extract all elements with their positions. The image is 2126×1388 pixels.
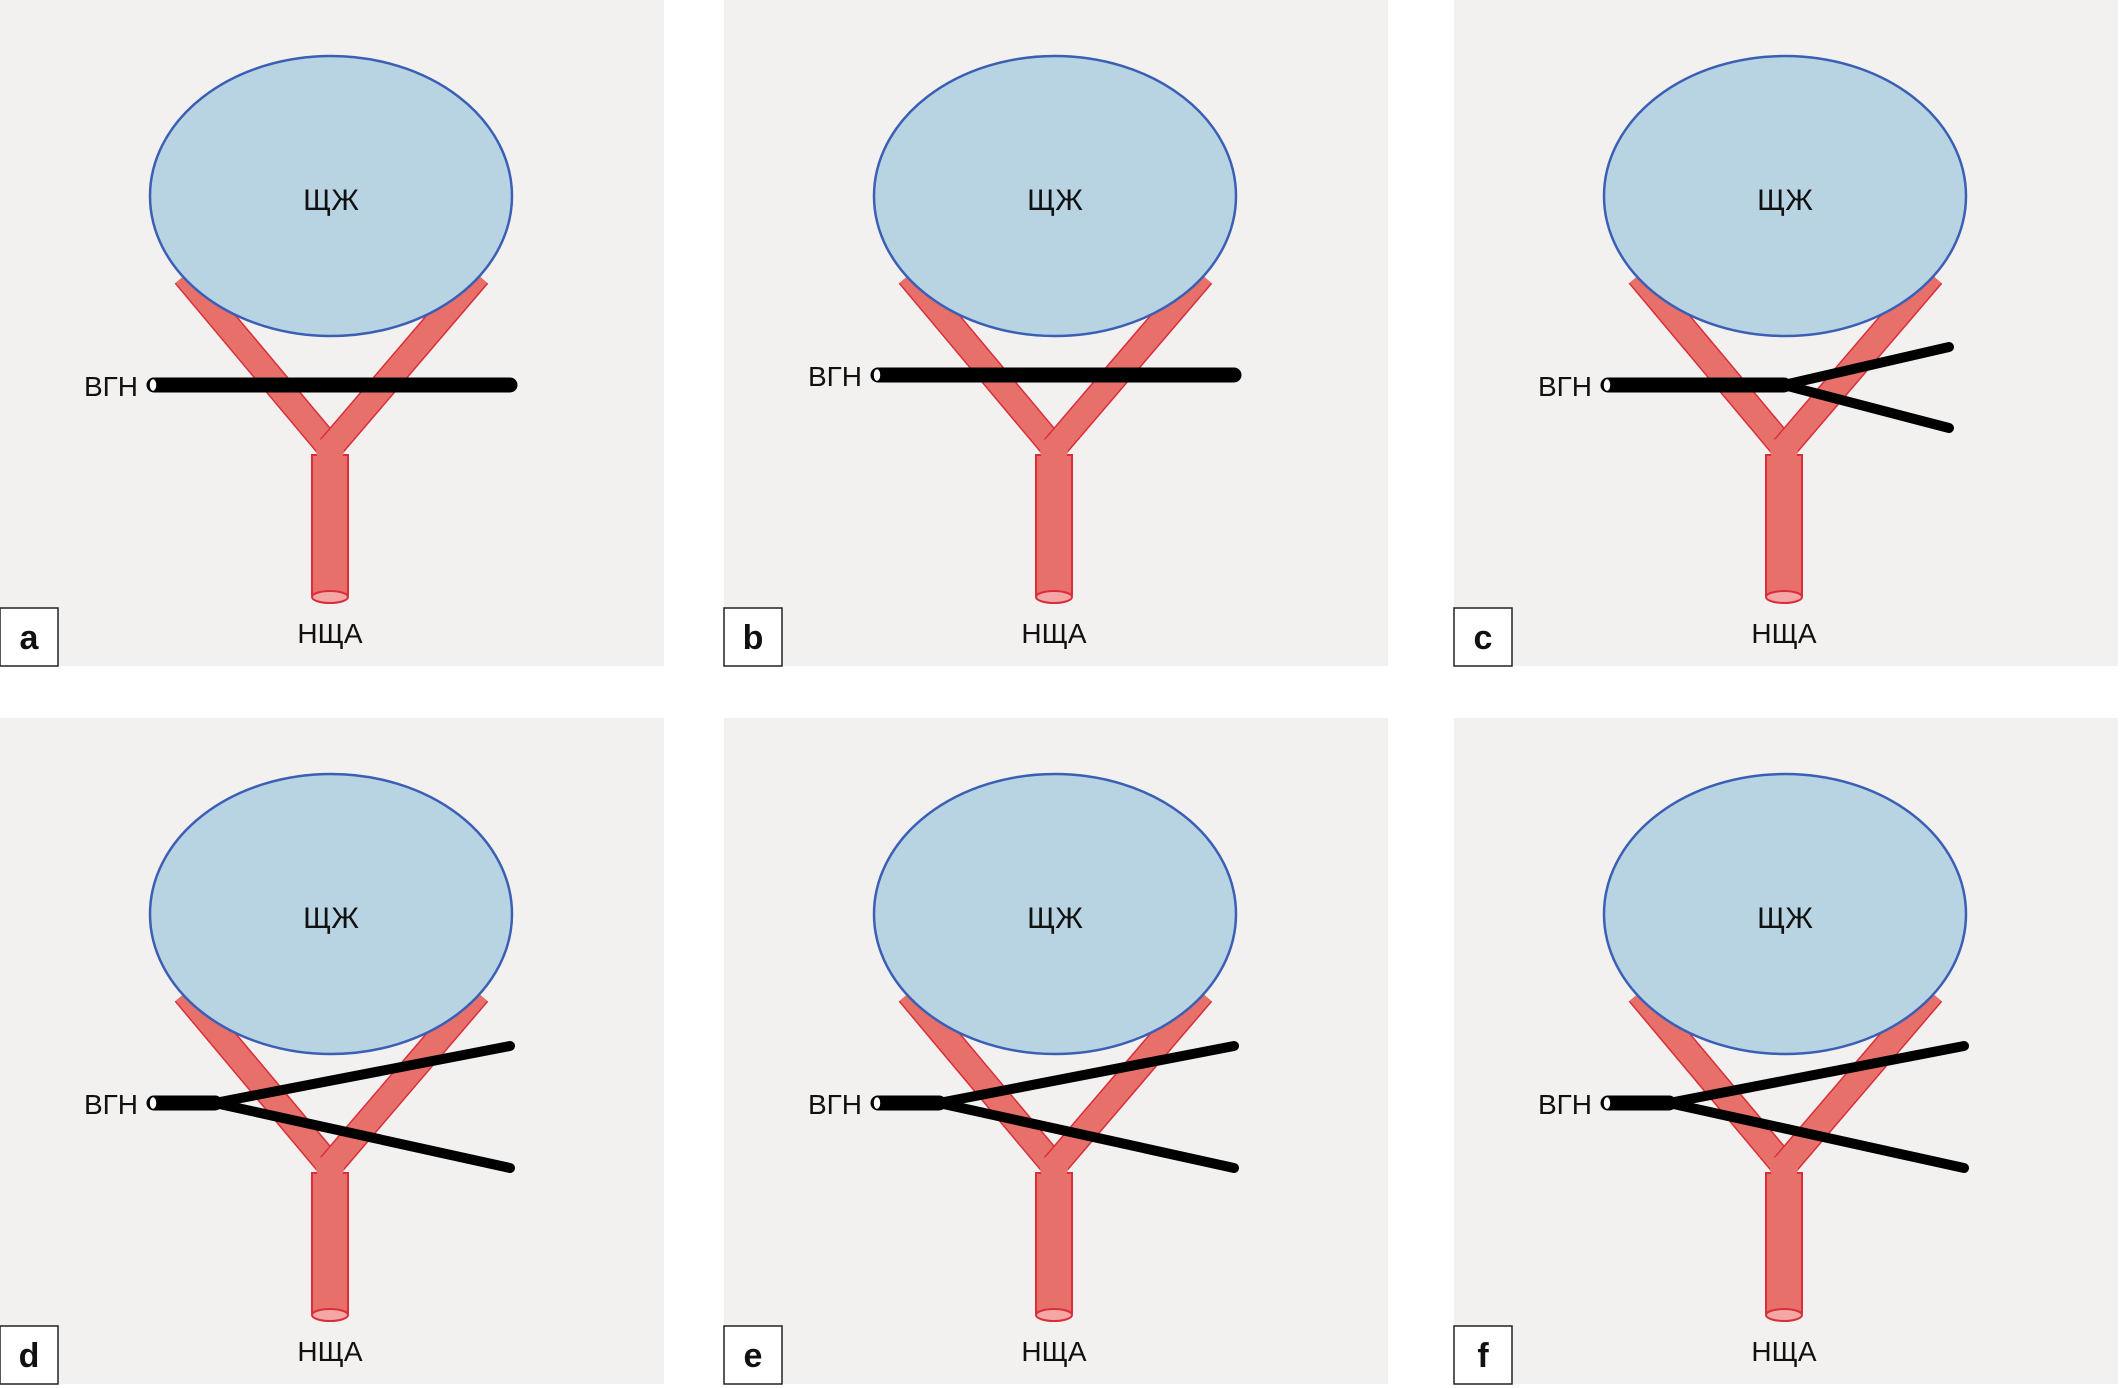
- artery-label: НЩА: [1751, 618, 1816, 649]
- panel-letter-frame: [723, 1325, 783, 1385]
- panel-letter-frame: [1453, 607, 1513, 667]
- nerve-label: ВГН: [84, 1089, 138, 1120]
- panel-letter: c: [1474, 619, 1493, 657]
- thyroid-gland: [872, 772, 1238, 1056]
- artery-trunk-opening: [1765, 1308, 1803, 1322]
- thyroid-gland: [1602, 54, 1968, 338]
- artery-trunk-opening: [1765, 590, 1803, 604]
- artery-junction: [316, 1154, 344, 1182]
- panel-a: ЩЖ ВГН НЩА a: [0, 0, 664, 667]
- gland-label: ЩЖ: [303, 184, 359, 217]
- nerve-branch-lower: [1779, 380, 1954, 433]
- inferior-thyroid-artery: [174, 266, 489, 604]
- artery-branch-left: [1629, 267, 1794, 456]
- panel-e: ЩЖ ВГН НЩА e: [723, 718, 1388, 1385]
- artery-junction: [1770, 1154, 1798, 1182]
- artery-trunk: [1035, 454, 1073, 602]
- nerve-branch-lower: [934, 1098, 1239, 1173]
- artery-junction: [316, 436, 344, 464]
- panel-letter-box: e: [723, 1325, 783, 1385]
- artery-branch-left: [175, 985, 340, 1174]
- superior-laryngeal-nerve: [870, 1041, 1239, 1173]
- panel-letter: e: [744, 1337, 763, 1375]
- artery-trunk-opening: [1035, 1308, 1073, 1322]
- artery-branch-right: [1044, 267, 1212, 456]
- artery-label: НЩА: [1021, 618, 1086, 649]
- gland-label: ЩЖ: [1757, 902, 1813, 935]
- panel-letter-box: c: [1453, 607, 1513, 667]
- nerve-label: ВГН: [1538, 1089, 1592, 1120]
- gland-label: ЩЖ: [1027, 184, 1083, 217]
- nerve-cut-end: [1602, 377, 1612, 393]
- nerve-branch-lower: [210, 1098, 515, 1173]
- panel-letter-box: f: [1453, 1325, 1513, 1385]
- nerve-cut-end: [872, 1095, 882, 1111]
- panel-c: ЩЖ ВГН НЩА c: [1453, 0, 2118, 667]
- panel-letter-frame: [0, 1325, 59, 1385]
- nerve-cut-end: [1602, 1095, 1612, 1111]
- nerve-branch-lower: [1664, 1098, 1969, 1173]
- artery-trunk: [1035, 1172, 1073, 1320]
- artery-branch-left: [899, 267, 1064, 456]
- panel-letter: b: [743, 619, 764, 657]
- panel-letter: f: [1477, 1337, 1489, 1375]
- panel-letter-frame: [1453, 1325, 1513, 1385]
- superior-laryngeal-nerve: [146, 377, 518, 393]
- panel-letter: a: [20, 619, 40, 657]
- artery-trunk-opening: [311, 1308, 349, 1322]
- nerve-branch-upper: [1779, 342, 1954, 390]
- artery-label: НЩА: [297, 618, 362, 649]
- artery-label: НЩА: [297, 1336, 362, 1367]
- inferior-thyroid-artery: [898, 266, 1213, 604]
- superior-laryngeal-nerve: [1600, 342, 1954, 433]
- artery-junction: [1040, 1154, 1068, 1182]
- nerve-label: ВГН: [808, 361, 862, 392]
- artery-junction: [1770, 436, 1798, 464]
- nerve-branch-upper: [210, 1041, 515, 1108]
- panel-letter-frame: [0, 607, 59, 667]
- gland-label: ЩЖ: [1757, 184, 1813, 217]
- artery-branch-left: [1629, 985, 1794, 1174]
- artery-trunk: [1765, 1172, 1803, 1320]
- artery-branch-left: [899, 985, 1064, 1174]
- superior-laryngeal-nerve: [146, 1041, 515, 1173]
- nerve-label: ВГН: [808, 1089, 862, 1120]
- inferior-thyroid-artery: [1628, 266, 1943, 604]
- nerve-label: ВГН: [1538, 371, 1592, 402]
- artery-junction: [1040, 436, 1068, 464]
- nerve-cut-end: [148, 377, 158, 393]
- artery-branch-left: [175, 267, 340, 456]
- panel-letter-box: d: [0, 1325, 59, 1385]
- panel-f: ЩЖ ВГН НЩА f: [1453, 718, 2118, 1385]
- artery-trunk: [1765, 454, 1803, 602]
- panel-letter-box: b: [723, 607, 783, 667]
- thyroid-gland: [1602, 772, 1968, 1056]
- artery-trunk: [311, 454, 349, 602]
- thyroid-gland: [872, 54, 1238, 338]
- gland-label: ЩЖ: [1027, 902, 1083, 935]
- superior-laryngeal-nerve: [870, 367, 1242, 383]
- artery-branch-right: [320, 267, 488, 456]
- nerve-label: ВГН: [84, 371, 138, 402]
- panel-b: ЩЖ ВГН НЩА b: [723, 0, 1388, 667]
- artery-trunk-opening: [311, 590, 349, 604]
- artery-trunk: [311, 1172, 349, 1320]
- gland-label: ЩЖ: [303, 902, 359, 935]
- artery-branch-right: [1774, 267, 1942, 456]
- nerve-cut-end: [148, 1095, 158, 1111]
- nerve-cut-end: [872, 367, 882, 383]
- panel-letter-frame: [723, 607, 783, 667]
- thyroid-gland: [148, 54, 514, 338]
- nerve-branch-upper: [934, 1041, 1239, 1108]
- panel-letter-box: a: [0, 607, 59, 667]
- artery-label: НЩА: [1751, 1336, 1816, 1367]
- panel-d: ЩЖ ВГН НЩА d: [0, 718, 664, 1385]
- artery-label: НЩА: [1021, 1336, 1086, 1367]
- panel-letter: d: [19, 1337, 40, 1375]
- superior-laryngeal-nerve: [1600, 1041, 1969, 1173]
- thyroid-gland: [148, 772, 514, 1056]
- artery-trunk-opening: [1035, 590, 1073, 604]
- nerve-branch-upper: [1664, 1041, 1969, 1108]
